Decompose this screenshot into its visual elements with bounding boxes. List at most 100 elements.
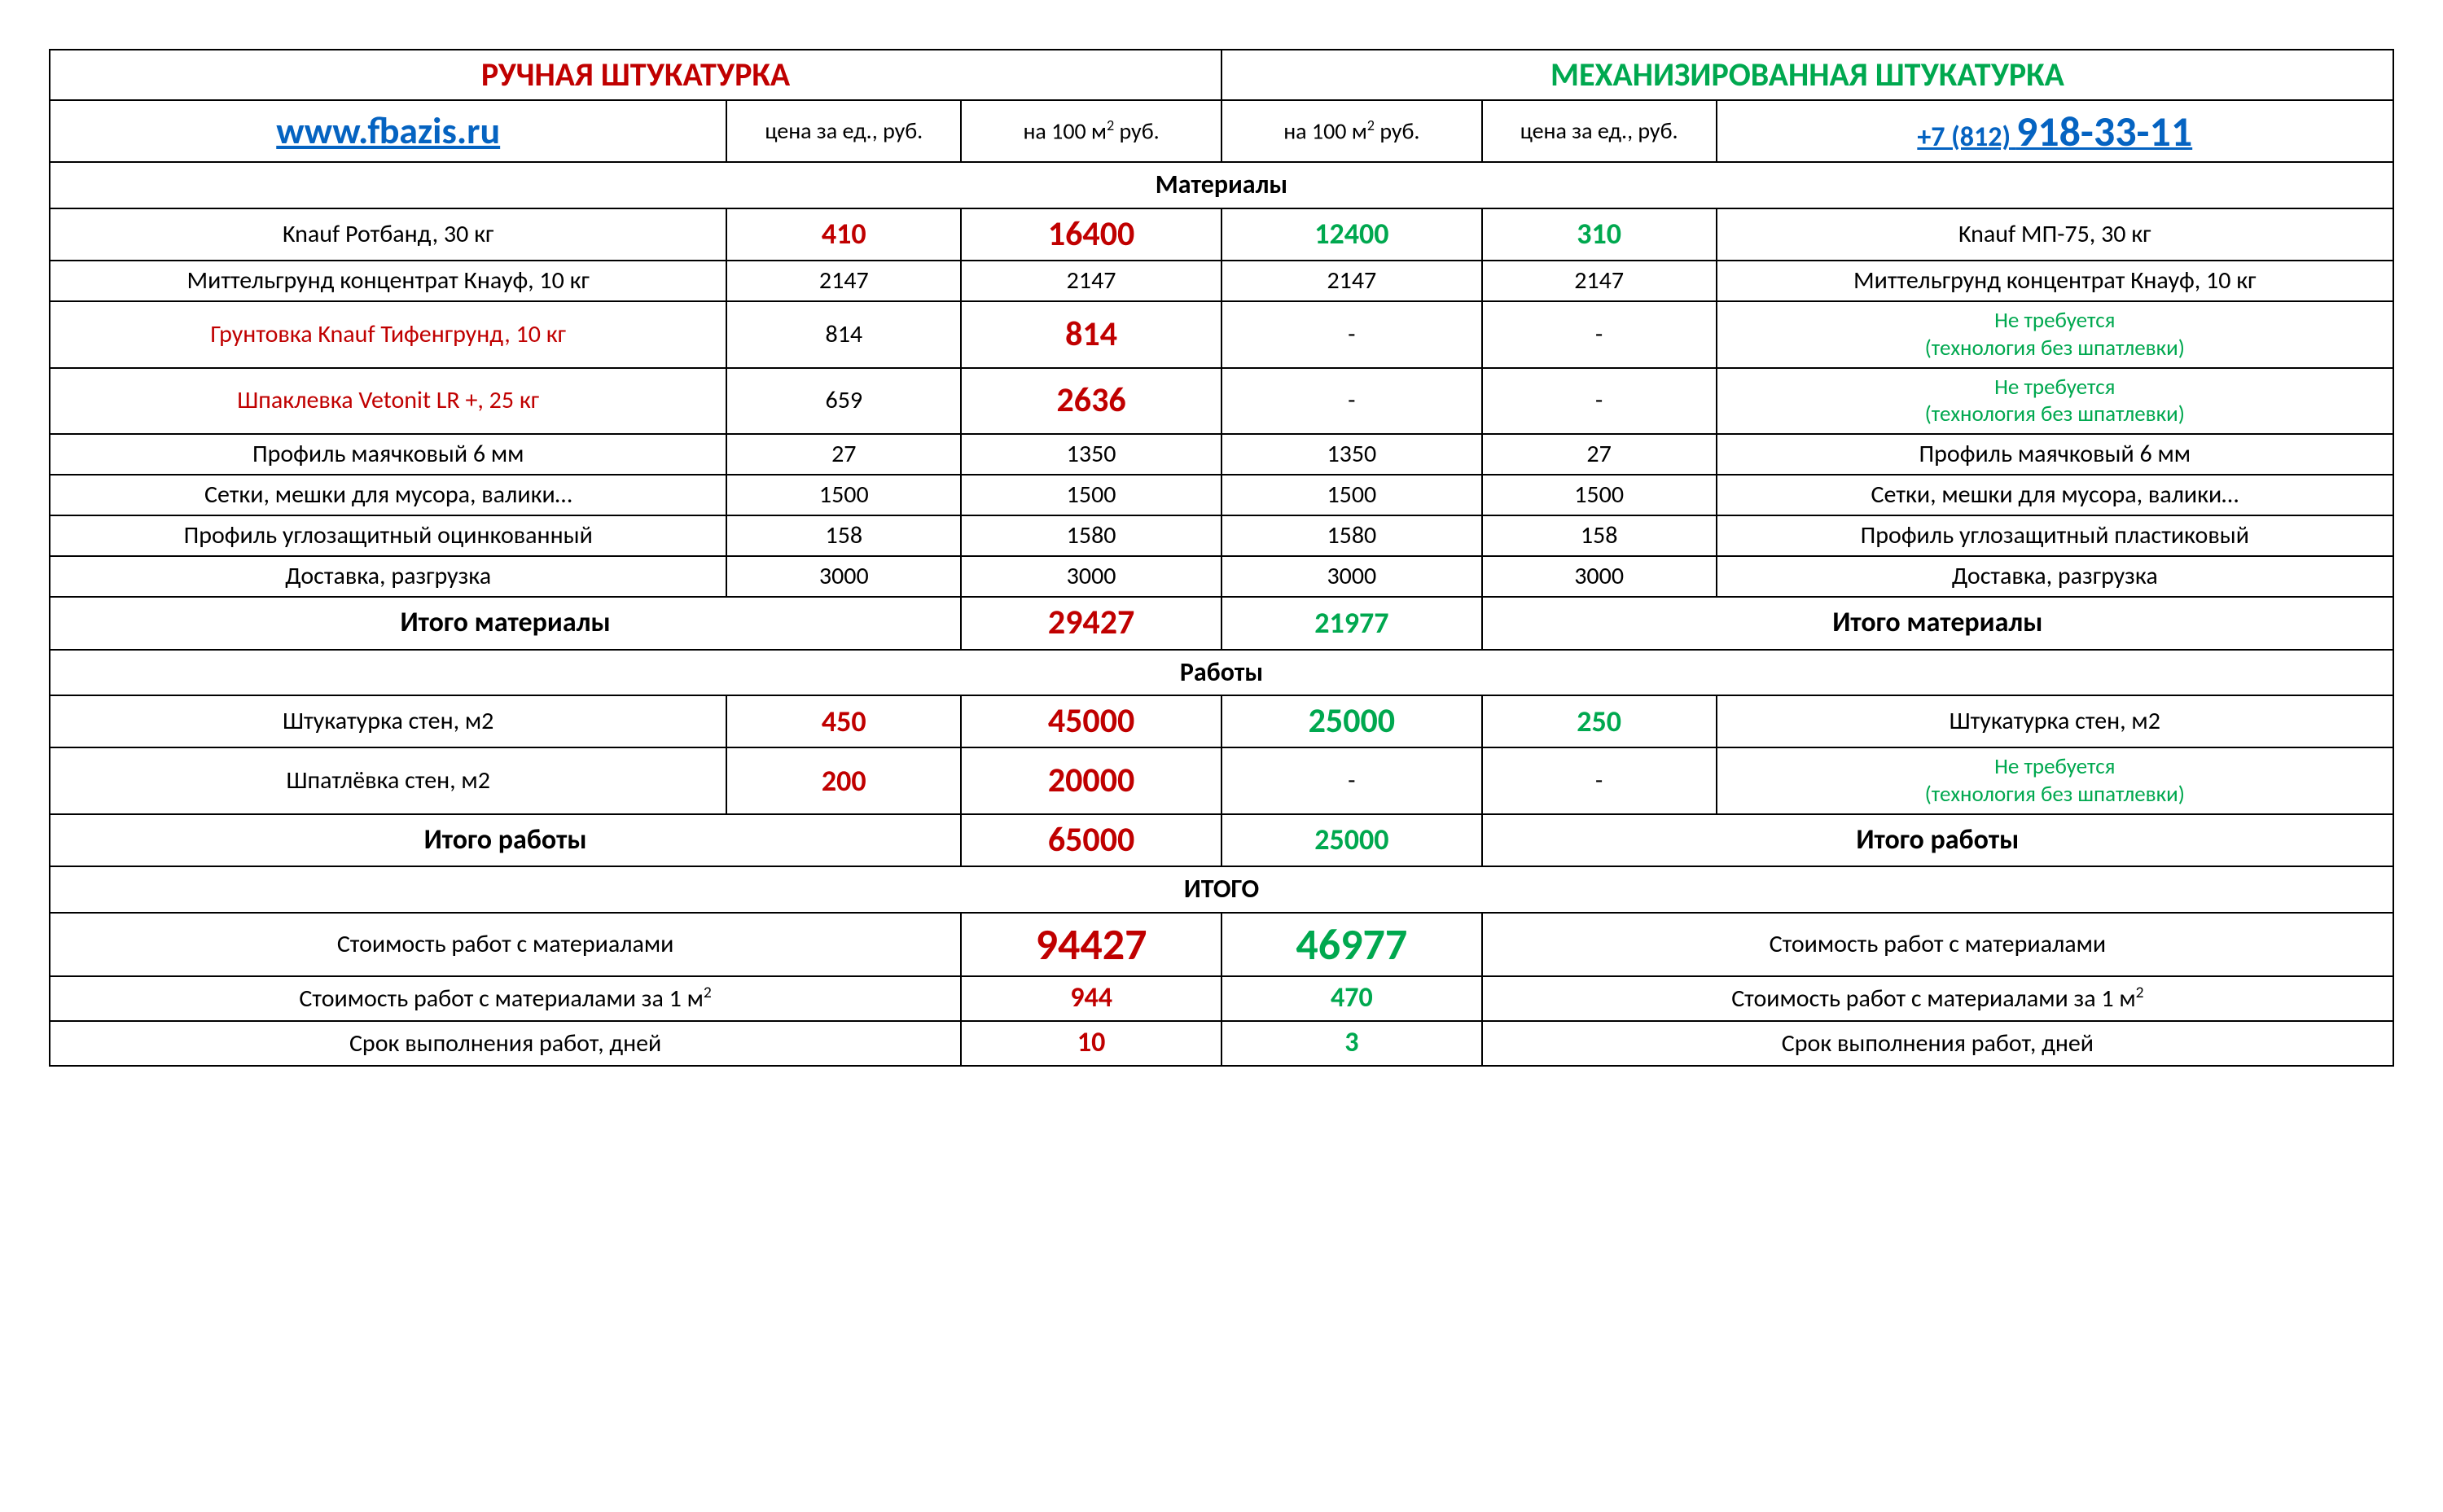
header-row-titles: РУЧНАЯ ШТУКАТУРКА МЕХАНИЗИРОВАННАЯ ШТУКА… xyxy=(50,50,2393,100)
grand-left-value: 10 xyxy=(961,1021,1222,1066)
material-row: Сетки, мешки для мусора, валики…15001500… xyxy=(50,475,2393,515)
work-right-total: 25000 xyxy=(1222,695,1482,747)
grand-right-value: 3 xyxy=(1222,1021,1482,1066)
website-cell[interactable]: www.fbazis.ru xyxy=(50,100,726,162)
grand-left-label: Стоимость работ с материалами xyxy=(50,913,961,977)
work-row: Штукатурка стен, м24504500025000250Штука… xyxy=(50,695,2393,747)
materials-total-right-value: 21977 xyxy=(1222,597,1482,649)
material-right-name: Доставка, разгрузка xyxy=(1717,556,2393,597)
material-right-unit: 2147 xyxy=(1482,261,1717,301)
material-left-total: 1580 xyxy=(961,515,1222,556)
material-right-note: Не требуется(технология без шпатлевки) xyxy=(1717,301,2393,368)
works-total-right-value: 25000 xyxy=(1222,814,1482,866)
manual-title: РУЧНАЯ ШТУКАТУРКА xyxy=(50,50,1222,100)
work-right-total: - xyxy=(1222,747,1482,814)
material-left-name: Грунтовка Knauf Тифенгрунд, 10 кг xyxy=(50,301,726,368)
material-right-total: 1350 xyxy=(1222,434,1482,475)
material-left-total: 814 xyxy=(961,301,1222,368)
header-row-columns: www.fbazis.ru цена за ед., руб. на 100 м… xyxy=(50,100,2393,162)
section-materials: Материалы xyxy=(50,162,2393,208)
material-left-unit: 2147 xyxy=(726,261,961,301)
grand-row: Срок выполнения работ, дней103Срок выпол… xyxy=(50,1021,2393,1066)
phone-main: 918-33-11 xyxy=(2016,105,2192,157)
work-left-unit: 200 xyxy=(726,747,961,814)
grand-right-label: Срок выполнения работ, дней xyxy=(1482,1021,2393,1066)
work-left-total: 45000 xyxy=(961,695,1222,747)
material-left-total: 2636 xyxy=(961,368,1222,435)
materials-total-left-value: 29427 xyxy=(961,597,1222,649)
material-row: Миттельгрунд концентрат Кнауф, 10 кг2147… xyxy=(50,261,2393,301)
grand-left-label: Срок выполнения работ, дней xyxy=(50,1021,961,1066)
material-row: Шпаклевка Vetonit LR +, 25 кг6592636--Не… xyxy=(50,368,2393,435)
section-works: Работы xyxy=(50,650,2393,695)
material-left-unit: 158 xyxy=(726,515,961,556)
col-left-unit: цена за ед., руб. xyxy=(726,100,961,162)
material-left-total: 2147 xyxy=(961,261,1222,301)
material-left-unit: 814 xyxy=(726,301,961,368)
material-left-name: Миттельгрунд концентрат Кнауф, 10 кг xyxy=(50,261,726,301)
grand-left-label: Стоимость работ с материалами за 1 м2 xyxy=(50,976,961,1021)
material-right-unit: 158 xyxy=(1482,515,1717,556)
work-right-note: Не требуется(технология без шпатлевки) xyxy=(1717,747,2393,814)
material-left-total: 16400 xyxy=(961,208,1222,261)
work-right-unit: 250 xyxy=(1482,695,1717,747)
works-total-row: Итого работы 65000 25000 Итого работы xyxy=(50,814,2393,866)
works-total-left-value: 65000 xyxy=(961,814,1222,866)
material-row: Профиль маячковый 6 мм271350135027Профил… xyxy=(50,434,2393,475)
material-right-name: Knauf МП-75, 30 кг xyxy=(1717,208,2393,261)
grand-right-label: Стоимость работ с материалами за 1 м2 xyxy=(1482,976,2393,1021)
material-right-name: Сетки, мешки для мусора, валики… xyxy=(1717,475,2393,515)
grand-row: Стоимость работ с материалами за 1 м2944… xyxy=(50,976,2393,1021)
phone-prefix: +7 (812) xyxy=(1917,121,2011,154)
col-right-unit: цена за ед., руб. xyxy=(1482,100,1717,162)
material-left-unit: 410 xyxy=(726,208,961,261)
grand-right-value: 46977 xyxy=(1222,913,1482,977)
material-right-total: 12400 xyxy=(1222,208,1482,261)
material-right-name: Профиль углозащитный пластиковый xyxy=(1717,515,2393,556)
work-left-total: 20000 xyxy=(961,747,1222,814)
grand-left-value: 94427 xyxy=(961,913,1222,977)
material-left-name: Шпаклевка Vetonit LR +, 25 кг xyxy=(50,368,726,435)
work-right-unit: - xyxy=(1482,747,1717,814)
section-works-label: Работы xyxy=(50,650,2393,695)
material-left-total: 3000 xyxy=(961,556,1222,597)
works-total-left-label: Итого работы xyxy=(50,814,961,866)
work-right-name: Штукатурка стен, м2 xyxy=(1717,695,2393,747)
phone-cell[interactable]: +7 (812) 918-33-11 xyxy=(1717,100,2393,162)
phone-link[interactable]: +7 (812) 918-33-11 xyxy=(1917,123,2192,153)
material-left-unit: 1500 xyxy=(726,475,961,515)
material-right-name: Профиль маячковый 6 мм xyxy=(1717,434,2393,475)
mechanized-title: МЕХАНИЗИРОВАННАЯ ШТУКАТУРКА xyxy=(1222,50,2393,100)
material-left-total: 1350 xyxy=(961,434,1222,475)
material-left-unit: 3000 xyxy=(726,556,961,597)
materials-total-row: Итого материалы 29427 21977 Итого матери… xyxy=(50,597,2393,649)
materials-total-right-label: Итого материалы xyxy=(1482,597,2393,649)
material-left-unit: 27 xyxy=(726,434,961,475)
material-right-unit: - xyxy=(1482,301,1717,368)
material-right-unit: 1500 xyxy=(1482,475,1717,515)
col-left-per100: на 100 м2 руб. xyxy=(961,100,1222,162)
material-right-unit: 27 xyxy=(1482,434,1717,475)
material-row: Профиль углозащитный оцинкованный1581580… xyxy=(50,515,2393,556)
material-row: Грунтовка Knauf Тифенгрунд, 10 кг814814-… xyxy=(50,301,2393,368)
material-right-note: Не требуется(технология без шпатлевки) xyxy=(1717,368,2393,435)
materials-total-left-label: Итого материалы xyxy=(50,597,961,649)
material-left-name: Доставка, разгрузка xyxy=(50,556,726,597)
material-row: Knauf Ротбанд, 30 кг4101640012400310Knau… xyxy=(50,208,2393,261)
material-right-unit: 3000 xyxy=(1482,556,1717,597)
grand-left-value: 944 xyxy=(961,976,1222,1021)
work-row: Шпатлёвка стен, м220020000--Не требуется… xyxy=(50,747,2393,814)
material-right-total: 3000 xyxy=(1222,556,1482,597)
material-left-unit: 659 xyxy=(726,368,961,435)
material-row: Доставка, разгрузка3000300030003000Доста… xyxy=(50,556,2393,597)
material-right-total: 1500 xyxy=(1222,475,1482,515)
material-left-name: Профиль маячковый 6 мм xyxy=(50,434,726,475)
website-link[interactable]: www.fbazis.ru xyxy=(276,108,500,154)
col-right-per100: на 100 м2 руб. xyxy=(1222,100,1482,162)
material-right-total: 2147 xyxy=(1222,261,1482,301)
work-left-name: Штукатурка стен, м2 xyxy=(50,695,726,747)
grand-row: Стоимость работ с материалами9442746977С… xyxy=(50,913,2393,977)
work-left-unit: 450 xyxy=(726,695,961,747)
material-right-total: - xyxy=(1222,301,1482,368)
works-total-right-label: Итого работы xyxy=(1482,814,2393,866)
